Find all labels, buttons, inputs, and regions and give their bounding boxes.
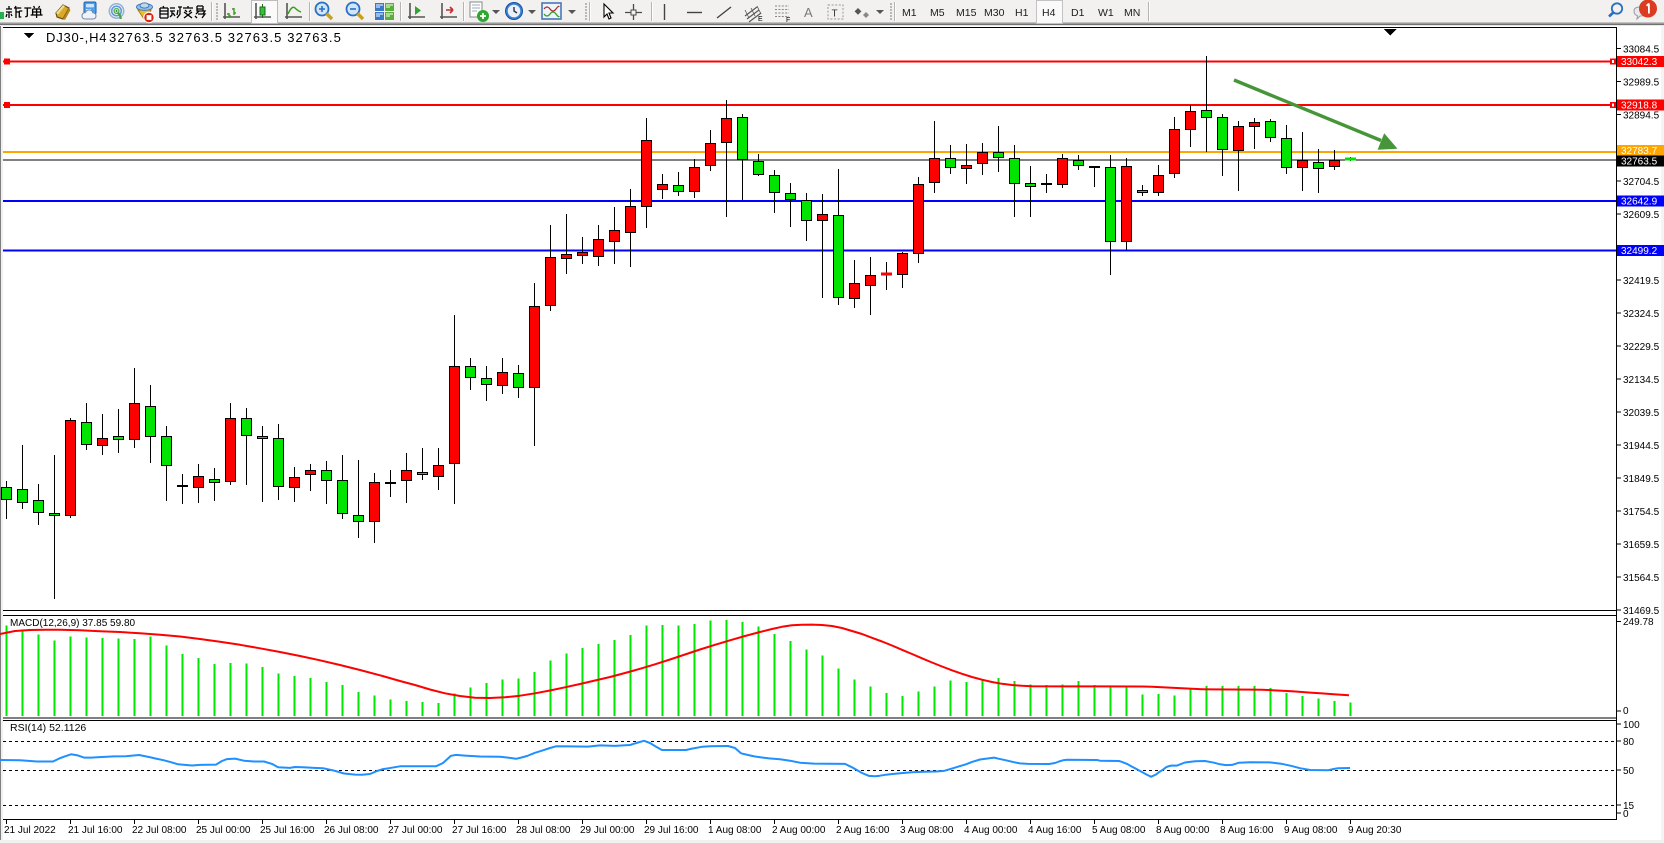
svg-text:31659.5: 31659.5 (1623, 540, 1660, 551)
svg-text:0: 0 (1623, 706, 1629, 717)
svg-text:25 Jul 00:00: 25 Jul 00:00 (196, 825, 251, 836)
svg-text:32642.9: 32642.9 (1621, 197, 1658, 208)
svg-text:A: A (804, 5, 813, 20)
svg-text:31469.5: 31469.5 (1623, 606, 1660, 617)
svg-text:DJ30-,H4: DJ30-,H4 (46, 30, 107, 45)
svg-text:21 Jul 2022: 21 Jul 2022 (4, 825, 56, 836)
svg-text:22 Jul 08:00: 22 Jul 08:00 (132, 825, 187, 836)
svg-text:RSI(14) 52.1126: RSI(14) 52.1126 (10, 722, 86, 734)
svg-text:15: 15 (1623, 801, 1635, 812)
svg-text:4 Aug 16:00: 4 Aug 16:00 (1028, 825, 1082, 836)
svg-text:31564.5: 31564.5 (1623, 573, 1660, 584)
svg-text:100: 100 (1623, 720, 1640, 731)
svg-text:21 Jul 16:00: 21 Jul 16:00 (68, 825, 123, 836)
svg-text:31754.5: 31754.5 (1623, 507, 1660, 518)
svg-text:8 Aug 16:00: 8 Aug 16:00 (1220, 825, 1274, 836)
svg-text:32783.7: 32783.7 (1621, 146, 1658, 157)
svg-text:50: 50 (1623, 766, 1635, 777)
svg-text:E: E (758, 16, 763, 23)
svg-text:W1: W1 (1098, 7, 1114, 19)
svg-text:M30: M30 (984, 7, 1005, 19)
svg-text:32324.5: 32324.5 (1623, 309, 1660, 320)
svg-text:8 Aug 00:00: 8 Aug 00:00 (1156, 825, 1210, 836)
svg-text:M5: M5 (930, 7, 945, 19)
svg-text:32763.5 32763.5 32763.5 32763.: 32763.5 32763.5 32763.5 32763.5 (109, 30, 342, 45)
svg-text:32419.5: 32419.5 (1623, 276, 1660, 287)
svg-text:2 Aug 00:00: 2 Aug 00:00 (772, 825, 826, 836)
svg-text:32134.5: 32134.5 (1623, 375, 1660, 386)
svg-text:26 Jul 08:00: 26 Jul 08:00 (324, 825, 379, 836)
svg-text:31849.5: 31849.5 (1623, 474, 1660, 485)
svg-text:H4: H4 (1042, 7, 1056, 19)
svg-text:32894.5: 32894.5 (1623, 111, 1660, 122)
svg-text:249.78: 249.78 (1623, 617, 1654, 628)
svg-text:32763.5: 32763.5 (1621, 157, 1658, 168)
svg-text:32039.5: 32039.5 (1623, 408, 1660, 419)
svg-text:M15: M15 (956, 7, 977, 19)
svg-text:MN: MN (1124, 7, 1140, 19)
svg-text:32229.5: 32229.5 (1623, 342, 1660, 353)
svg-text:H1: H1 (1015, 7, 1029, 19)
svg-text:32918.8: 32918.8 (1621, 101, 1658, 112)
svg-text:0: 0 (1623, 809, 1629, 820)
svg-text:27 Jul 00:00: 27 Jul 00:00 (388, 825, 443, 836)
svg-text:27 Jul 16:00: 27 Jul 16:00 (452, 825, 507, 836)
svg-text:28 Jul 08:00: 28 Jul 08:00 (516, 825, 571, 836)
svg-text:4 Aug 00:00: 4 Aug 00:00 (964, 825, 1018, 836)
svg-text:5 Aug 08:00: 5 Aug 08:00 (1092, 825, 1146, 836)
svg-text:31944.5: 31944.5 (1623, 441, 1660, 452)
svg-text:T: T (832, 9, 838, 20)
svg-text:9 Aug 20:30: 9 Aug 20:30 (1348, 825, 1402, 836)
svg-text:MACD(12,26,9) 37.85 59.80: MACD(12,26,9) 37.85 59.80 (10, 618, 136, 629)
svg-text:D1: D1 (1071, 7, 1085, 19)
svg-text:1 Aug 08:00: 1 Aug 08:00 (708, 825, 762, 836)
svg-text:F: F (786, 17, 790, 24)
svg-text:33042.3: 33042.3 (1621, 57, 1658, 68)
svg-text:3 Aug 08:00: 3 Aug 08:00 (900, 825, 954, 836)
svg-text:33084.5: 33084.5 (1623, 45, 1660, 56)
svg-text:29 Jul 00:00: 29 Jul 00:00 (580, 825, 635, 836)
svg-text:32499.2: 32499.2 (1621, 246, 1658, 257)
svg-text:M1: M1 (902, 7, 917, 19)
svg-text:32609.5: 32609.5 (1623, 210, 1660, 221)
svg-text:32989.5: 32989.5 (1623, 78, 1660, 89)
svg-text:29 Jul 16:00: 29 Jul 16:00 (644, 825, 699, 836)
svg-text:80: 80 (1623, 737, 1635, 748)
svg-text:9 Aug 08:00: 9 Aug 08:00 (1284, 825, 1338, 836)
svg-text:25 Jul 16:00: 25 Jul 16:00 (260, 825, 315, 836)
svg-text:32704.5: 32704.5 (1623, 177, 1660, 188)
svg-text:2 Aug 16:00: 2 Aug 16:00 (836, 825, 890, 836)
